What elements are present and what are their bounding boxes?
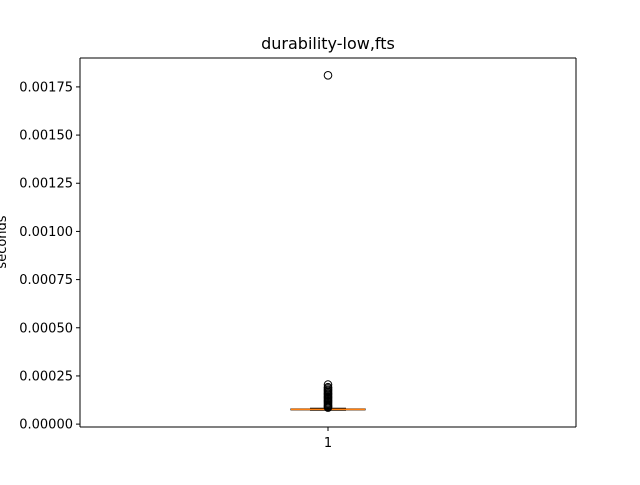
- outlier-point: [323, 403, 333, 412]
- y-tick-label: 0.00050: [19, 321, 73, 336]
- y-tick-label: 0.00025: [19, 369, 73, 384]
- axes-layer: 0.00000 0.00025 0.00050 0.00075 0.00100 0.001…: [19, 57, 577, 451]
- y-tick-label: 0.00175: [19, 80, 73, 95]
- y-tick-label: 0.00000: [19, 418, 73, 433]
- chart-title: durability-low,fts: [261, 34, 395, 53]
- y-tick-label: 0.00125: [19, 177, 73, 192]
- plot-background: [80, 58, 576, 427]
- x-tick-label: 1: [324, 436, 332, 451]
- outlier-point: [323, 71, 333, 80]
- y-tick-label: 0.00075: [19, 273, 73, 288]
- y-tick-label: 0.00150: [19, 129, 73, 144]
- plot-layer: [290, 71, 366, 412]
- y-axis-title: seconds: [0, 215, 10, 268]
- y-tick-label: 0.00100: [19, 225, 73, 240]
